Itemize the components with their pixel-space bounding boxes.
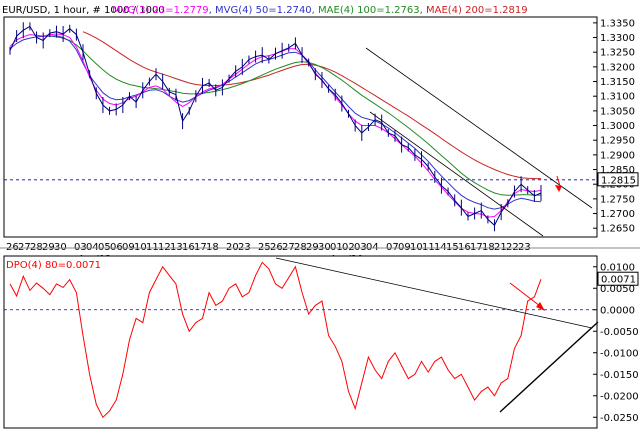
dpo-arrow-head: [536, 302, 545, 311]
indicator-legend: MVG(3) 23=1.2779, MVG(4) 50=1.2740, MAE(…: [112, 5, 528, 16]
y-tick-label: 1.2900: [600, 150, 635, 161]
y-tick-label: 1.2950: [600, 136, 635, 147]
y-tick-label: 1.3200: [600, 62, 635, 73]
dpo-y-tick-label: 0.0000: [600, 305, 635, 316]
y-tick-label: 1.3300: [600, 33, 635, 44]
dpo-header: DPO(4) 80=0.0071: [6, 260, 101, 271]
current-price-box: [597, 172, 639, 187]
price-header: EUR/USD, 1 hour, # 1000 / 1000 MVG(3) 23…: [2, 5, 528, 16]
indicator-label: , MVG(4) 50=1.2740: [209, 5, 312, 16]
indicator-label: MVG(3) 23=1.2779: [112, 5, 209, 16]
price-arrow-shaft: [556, 175, 561, 187]
dpo-y-tick-label: 0.0050: [600, 284, 635, 295]
price-arrow-head: [555, 185, 562, 192]
y-tick-label: 1.2850: [600, 165, 635, 176]
dpo-current-box: [597, 271, 639, 286]
indicator-label: , MAE(4) 200=1.2819: [420, 5, 528, 16]
y-tick-label: 1.3150: [600, 77, 635, 88]
current-price-label: 1.2815: [601, 175, 636, 186]
dpo-y-tick-label: -0.0200: [600, 391, 639, 402]
y-tick-label: 1.3250: [600, 48, 635, 59]
dpo-y-tick-label: 0.0100: [600, 262, 635, 273]
dpo-trend-line-lower: [499, 321, 599, 413]
dpo-y-tick-label: -0.0050: [600, 327, 639, 338]
dpo-y-tick-label: -0.0250: [600, 413, 639, 424]
y-tick-label: 1.3100: [600, 92, 635, 103]
series-line-dpo: [9, 261, 542, 419]
symbol-label: EUR/USD, 1 hour, # 1000 / 1000: [2, 5, 165, 16]
series-line-mae200: [82, 31, 541, 180]
trend-line-upper: [365, 47, 593, 209]
dpo-current-label: 0.0071: [601, 275, 636, 286]
indicator-label: , MAE(4) 100=1.2763: [312, 5, 420, 16]
y-tick-label: 1.2650: [600, 224, 635, 235]
y-tick-label: 1.2750: [600, 194, 635, 205]
dpo-panel: 0.0100 0.0050 0.0000 -0.0050 -0.0100 -0.0150 -…: [3, 255, 639, 429]
y-tick-label: 1.3050: [600, 106, 635, 117]
trend-line-lower: [369, 111, 544, 237]
y-tick-label: 1.2700: [600, 209, 635, 220]
dpo-arrow-shaft: [509, 282, 541, 307]
price-panel: 1.3350 1.3300 1.3250 1.3200 1.3150 1.3100 1.30…: [3, 16, 639, 265]
y-tick-label: 1.3350: [600, 18, 635, 29]
dpo-y-tick-label: -0.0100: [600, 348, 639, 359]
dpo-trend-line-upper: [275, 257, 593, 329]
y-tick-label: 1.3000: [600, 121, 635, 132]
dpo-plot-frame: [3, 255, 598, 429]
series-line-mae100: [49, 35, 541, 196]
dpo-y-tick-label: -0.0150: [600, 370, 639, 381]
